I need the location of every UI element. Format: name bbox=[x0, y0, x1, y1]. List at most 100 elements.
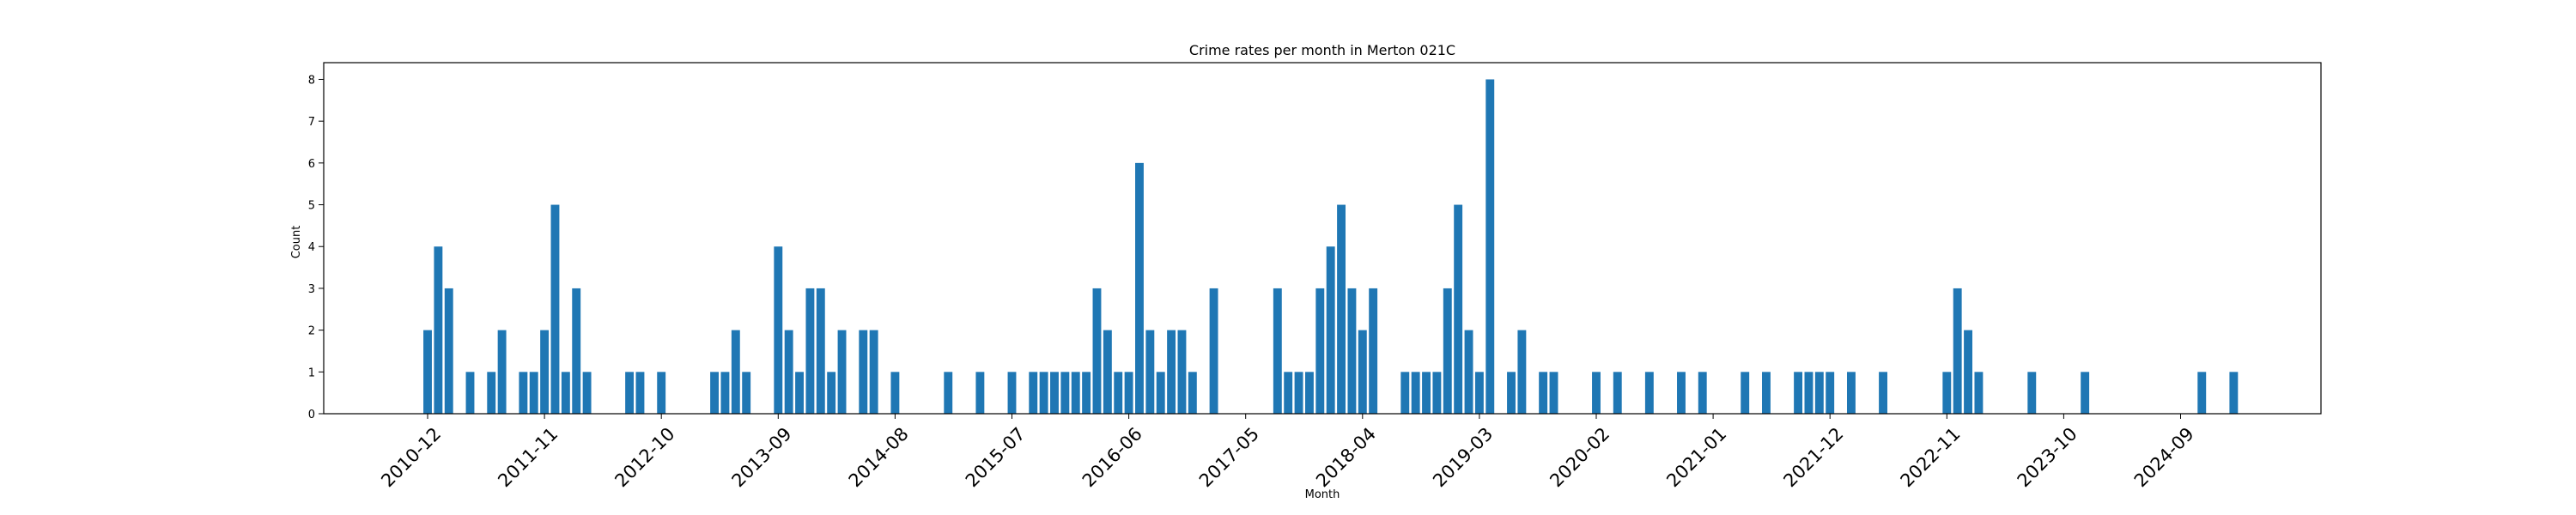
bar-2021-06 bbox=[1762, 372, 1771, 414]
bar-2011-01 bbox=[434, 246, 443, 414]
x-tick-label: 2021-01 bbox=[1662, 423, 1730, 491]
bar-2011-04 bbox=[465, 372, 475, 414]
x-tick-label: 2019-03 bbox=[1429, 423, 1497, 491]
y-tick-label: 0 bbox=[308, 409, 315, 421]
bar-2021-09 bbox=[1794, 372, 1803, 414]
bar-2014-08 bbox=[890, 372, 900, 414]
y-tick-label: 1 bbox=[308, 367, 315, 379]
bar-2017-09 bbox=[1284, 372, 1293, 414]
bar-2018-03 bbox=[1347, 288, 1357, 414]
bar-2012-02 bbox=[572, 288, 581, 414]
bar-2021-12 bbox=[1826, 372, 1835, 414]
y-tick-label: 3 bbox=[308, 283, 315, 296]
bar-2012-03 bbox=[582, 372, 592, 414]
bar-2018-10 bbox=[1422, 372, 1431, 414]
x-tick-label: 2014-08 bbox=[845, 423, 913, 491]
bar-2016-03 bbox=[1092, 288, 1102, 414]
x-tick-label: 2011-11 bbox=[494, 423, 562, 491]
bar-2022-02 bbox=[1847, 372, 1856, 414]
bar-2010-12 bbox=[423, 330, 432, 414]
bar-2023-12 bbox=[2081, 372, 2090, 414]
bar-2019-10 bbox=[1549, 372, 1558, 414]
bar-2018-04 bbox=[1358, 330, 1367, 414]
bar-2018-08 bbox=[1400, 372, 1410, 414]
bar-2021-10 bbox=[1804, 372, 1814, 414]
bar-2014-06 bbox=[869, 330, 878, 414]
bar-2012-01 bbox=[561, 372, 570, 414]
y-tick-label: 4 bbox=[308, 241, 315, 254]
bar-2011-10 bbox=[529, 372, 538, 414]
bar-2022-05 bbox=[1879, 372, 1888, 414]
chart-title: Crime rates per month in Merton 021C bbox=[1189, 42, 1455, 58]
bar-2013-09 bbox=[774, 246, 783, 414]
bar-2020-12 bbox=[1698, 372, 1707, 414]
bar-2011-11 bbox=[540, 330, 550, 414]
x-tick-label: 2013-09 bbox=[728, 423, 796, 491]
bar-2011-02 bbox=[444, 288, 453, 414]
bars-group bbox=[423, 79, 2239, 415]
bar-2013-11 bbox=[795, 372, 804, 414]
bar-2016-04 bbox=[1103, 330, 1112, 414]
bar-2020-04 bbox=[1613, 372, 1622, 414]
bar-2015-09 bbox=[1029, 372, 1038, 414]
bar-2022-11 bbox=[1942, 372, 1952, 414]
bar-2011-07 bbox=[497, 330, 507, 414]
x-tick-label: 2015-07 bbox=[962, 423, 1030, 491]
bar-2013-04 bbox=[720, 372, 730, 414]
bar-2019-06 bbox=[1507, 372, 1516, 414]
bar-2017-08 bbox=[1273, 288, 1282, 414]
bar-2012-07 bbox=[625, 372, 635, 414]
bar-2013-05 bbox=[731, 330, 740, 414]
bar-2014-05 bbox=[859, 330, 868, 414]
bar-2016-05 bbox=[1114, 372, 1123, 414]
y-ticks-group: 0 1 2 3 4 5 6 7 8 bbox=[308, 74, 324, 421]
bar-2011-06 bbox=[487, 372, 496, 414]
bar-2014-02 bbox=[827, 372, 836, 414]
bar-2019-02 bbox=[1464, 330, 1473, 414]
bar-2011-12 bbox=[550, 204, 560, 414]
bar-2023-01 bbox=[1964, 330, 1972, 414]
bar-2018-02 bbox=[1337, 204, 1346, 414]
bar-2016-01 bbox=[1071, 372, 1080, 414]
bar-2016-12 bbox=[1188, 372, 1197, 414]
bar-2012-08 bbox=[635, 372, 645, 414]
plot-frame bbox=[323, 62, 2322, 415]
bar-2018-11 bbox=[1432, 372, 1442, 414]
bar-2015-04 bbox=[975, 372, 985, 414]
y-tick-label: 5 bbox=[308, 200, 315, 213]
bar-2020-07 bbox=[1644, 372, 1654, 414]
x-axis-label: Month bbox=[1305, 488, 1340, 501]
bar-2013-03 bbox=[710, 372, 720, 414]
bar-2021-04 bbox=[1741, 372, 1750, 414]
bar-2016-11 bbox=[1177, 330, 1187, 414]
bar-2020-10 bbox=[1677, 372, 1686, 414]
bar-2022-12 bbox=[1953, 288, 1962, 414]
bar-2024-11 bbox=[2197, 372, 2207, 414]
bar-2013-06 bbox=[742, 372, 751, 414]
bar-2015-01 bbox=[944, 372, 953, 414]
bar-2017-02 bbox=[1209, 288, 1218, 414]
bar-2019-01 bbox=[1454, 204, 1463, 414]
bar-2023-07 bbox=[2027, 372, 2037, 414]
x-ticks-group: 2010-12 2011-11 2012-10 2013-09 2014-08 2015-… bbox=[377, 414, 2198, 491]
bar-2023-02 bbox=[1974, 372, 1984, 414]
bar-2015-07 bbox=[1007, 372, 1017, 414]
bar-2019-07 bbox=[1517, 330, 1527, 414]
bar-2018-09 bbox=[1411, 372, 1420, 414]
bar-2016-08 bbox=[1145, 330, 1155, 414]
x-tick-label: 2017-05 bbox=[1195, 423, 1263, 491]
bar-2016-07 bbox=[1135, 162, 1144, 415]
bar-2011-09 bbox=[519, 372, 528, 414]
bar-2014-03 bbox=[837, 330, 847, 414]
x-tick-label: 2016-06 bbox=[1078, 423, 1146, 491]
bar-2015-12 bbox=[1060, 372, 1070, 414]
bar-2017-10 bbox=[1294, 372, 1303, 414]
bar-2017-11 bbox=[1304, 372, 1314, 414]
bar-2021-11 bbox=[1814, 372, 1824, 414]
x-tick-label: 2018-04 bbox=[1312, 423, 1380, 491]
y-tick-label: 6 bbox=[308, 158, 315, 171]
bar-2019-03 bbox=[1474, 372, 1484, 414]
x-tick-label: 2023-10 bbox=[2014, 423, 2081, 491]
x-tick-label: 2012-10 bbox=[611, 423, 678, 491]
